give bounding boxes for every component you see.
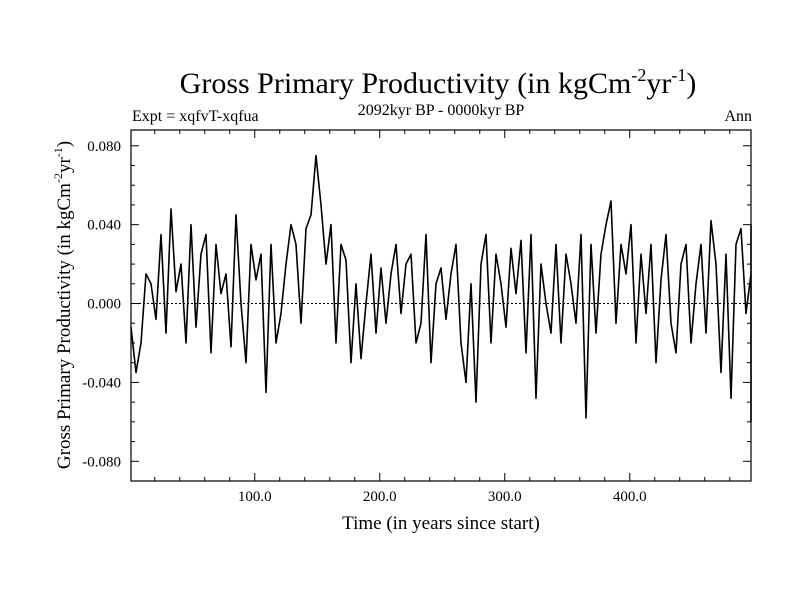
y-tick-label-4: -0.080: [82, 454, 121, 470]
y-axis-label: Gross Primary Productivity (in kgCm-2yr-…: [51, 141, 75, 469]
season-label: Ann: [724, 108, 752, 125]
x-tick-label-3: 400.0: [613, 489, 647, 505]
y-tick-label-0: 0.080: [87, 139, 121, 155]
x-tick-label-0: 100.0: [238, 489, 272, 505]
time-range-label: 2092kyr BP - 0000kyr BP: [358, 102, 525, 119]
y-tick-label-3: -0.040: [82, 375, 121, 391]
x-tick-label-2: 300.0: [488, 489, 522, 505]
ticks-layer: 0.080 0.040 0.000 -0.040 -0.080 100.0 200.0 300…: [82, 130, 751, 505]
series-line-0: [130, 154, 752, 423]
x-tick-label-1: 200.0: [363, 489, 397, 505]
plot-frame: [130, 129, 752, 482]
x-axis-label: Time (in years since start): [342, 513, 540, 534]
experiment-label: Expt = xqfvT-xqfua: [132, 108, 259, 125]
chart-title: Gross Primary Productivity (in kgCm-2yr-…: [180, 65, 697, 100]
y-tick-label-2: 0.000: [87, 297, 121, 313]
series-layer: [130, 154, 752, 423]
y-tick-label-1: 0.040: [87, 218, 121, 234]
